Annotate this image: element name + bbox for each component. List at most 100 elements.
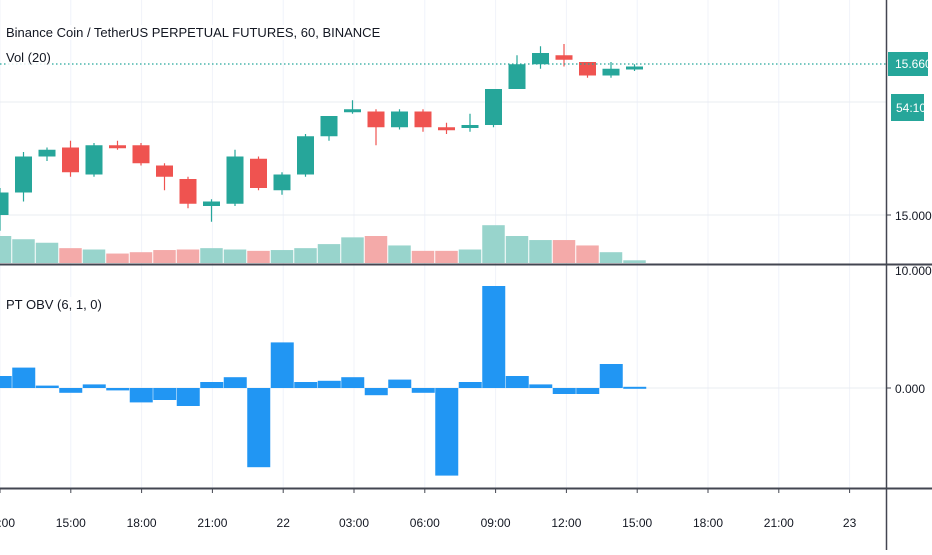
obv-bar bbox=[59, 388, 83, 393]
obv-bar bbox=[129, 388, 153, 403]
obv-bar bbox=[529, 384, 553, 388]
time-axis[interactable]: 12:00 15:00 18:00 21:00 22 03:00 06:00 09:00 12:… bbox=[0, 488, 857, 530]
price-tick-15: 15.000 bbox=[895, 209, 932, 223]
candle-body bbox=[297, 136, 314, 175]
candle-body bbox=[579, 62, 596, 76]
obv-bar bbox=[623, 386, 647, 389]
obv-bar bbox=[482, 286, 506, 388]
volume-bar bbox=[505, 236, 529, 263]
obv-bar bbox=[388, 379, 412, 388]
candle[interactable] bbox=[297, 134, 314, 177]
volume-bar bbox=[129, 252, 153, 263]
time-tick-label: 21:00 bbox=[197, 516, 227, 530]
obv-bar bbox=[35, 385, 59, 388]
candle[interactable] bbox=[156, 163, 173, 191]
volume-bar bbox=[82, 249, 106, 263]
candle[interactable] bbox=[62, 140, 79, 177]
volume-bar bbox=[223, 249, 247, 263]
obv-bar bbox=[12, 367, 36, 388]
candle-body bbox=[485, 89, 502, 125]
candle-body bbox=[132, 145, 150, 164]
time-tick-label: 15:00 bbox=[56, 516, 86, 530]
candle-body bbox=[414, 111, 432, 128]
candle[interactable] bbox=[461, 113, 479, 132]
candle-body bbox=[508, 64, 526, 89]
volume-legend[interactable]: Vol (20) bbox=[6, 50, 51, 65]
volume-bar bbox=[12, 239, 35, 263]
volume-bar bbox=[247, 250, 270, 263]
candle-body bbox=[273, 174, 291, 191]
candle[interactable] bbox=[438, 122, 455, 134]
indicator-legend[interactable]: PT OBV (6, 1, 0) bbox=[6, 297, 102, 312]
price-axis[interactable]: 15.000 15.660 54:10 bbox=[886, 52, 932, 223]
candle[interactable] bbox=[320, 116, 338, 141]
volume-layer bbox=[0, 225, 646, 263]
volume-bar bbox=[388, 245, 411, 263]
obv-bar bbox=[505, 376, 529, 388]
candle-body bbox=[85, 145, 103, 175]
candle[interactable] bbox=[555, 44, 573, 67]
obv-bar bbox=[270, 342, 294, 388]
candle-body bbox=[344, 109, 361, 113]
candle[interactable] bbox=[0, 188, 9, 231]
candle-body bbox=[438, 127, 455, 131]
candle[interactable] bbox=[626, 64, 643, 71]
volume-bar bbox=[153, 250, 176, 263]
candle[interactable] bbox=[273, 172, 291, 195]
candle-body bbox=[461, 125, 479, 128]
candle[interactable] bbox=[226, 149, 244, 206]
volume-bar bbox=[0, 236, 12, 263]
indicator-axis[interactable]: 10.000 0.000 bbox=[886, 264, 932, 396]
obv-bar bbox=[106, 388, 130, 391]
obv-bar bbox=[223, 377, 247, 388]
candle[interactable] bbox=[391, 109, 408, 130]
symbol-title[interactable]: Binance Coin / TetherUS PERPETUAL FUTURE… bbox=[6, 25, 381, 40]
candle[interactable] bbox=[532, 46, 549, 69]
volume-bar bbox=[529, 240, 552, 263]
obv-bar bbox=[364, 388, 388, 396]
volume-bar bbox=[35, 242, 59, 263]
time-tick-label: 06:00 bbox=[410, 516, 440, 530]
obv-indicator-layer bbox=[0, 286, 647, 476]
candle[interactable] bbox=[132, 143, 150, 166]
candle[interactable] bbox=[109, 140, 126, 150]
time-tick-label: 18:00 bbox=[127, 516, 157, 530]
candle[interactable] bbox=[38, 147, 56, 162]
candle[interactable] bbox=[203, 199, 220, 222]
volume-bar bbox=[364, 236, 388, 263]
indicator-tick-zero: 0.000 bbox=[895, 382, 925, 396]
volume-bar bbox=[176, 249, 200, 263]
candle[interactable] bbox=[85, 143, 103, 177]
candle[interactable] bbox=[15, 152, 32, 202]
candle[interactable] bbox=[602, 62, 620, 78]
time-tick-label: 15:00 bbox=[622, 516, 652, 530]
candle[interactable] bbox=[250, 156, 267, 191]
candle-body bbox=[320, 116, 338, 137]
current-price-badge bbox=[888, 52, 928, 76]
candle-body bbox=[0, 192, 9, 215]
candle[interactable] bbox=[179, 176, 197, 209]
volume-bar bbox=[623, 260, 646, 263]
obv-bar bbox=[153, 388, 177, 400]
candle-body bbox=[250, 158, 267, 188]
candle-body bbox=[156, 165, 173, 177]
candle[interactable] bbox=[485, 89, 502, 128]
time-tick-label: 22 bbox=[277, 516, 291, 530]
obv-bar bbox=[247, 388, 271, 468]
volume-bar bbox=[435, 250, 458, 263]
obv-bar bbox=[341, 377, 365, 388]
candle[interactable] bbox=[579, 62, 596, 78]
candle[interactable] bbox=[508, 55, 526, 89]
candle-body bbox=[15, 156, 32, 193]
candle[interactable] bbox=[344, 100, 361, 114]
candle[interactable] bbox=[367, 109, 385, 146]
current-price-label: 15.660 bbox=[895, 57, 932, 71]
obv-bar bbox=[411, 388, 435, 393]
candle-body bbox=[62, 147, 79, 173]
candle-layer bbox=[0, 44, 643, 231]
candle-body bbox=[109, 145, 126, 149]
bar-countdown-label: 54:10 bbox=[896, 101, 926, 115]
candle[interactable] bbox=[414, 109, 432, 132]
